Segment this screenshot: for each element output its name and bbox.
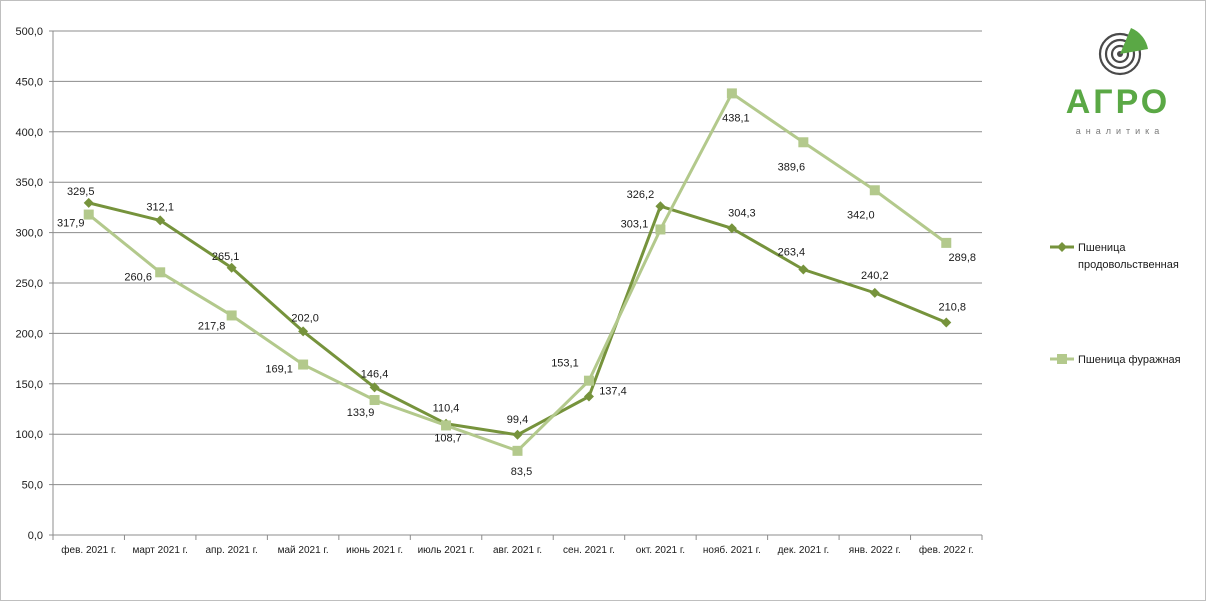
data-label: 217,8: [198, 320, 226, 332]
data-label: 133,9: [347, 407, 375, 419]
y-tick-label: 250,0: [15, 278, 43, 290]
y-tick-label: 100,0: [15, 429, 43, 441]
x-axis: фев. 2021 г. март 2021 г. апр. 2021 г. май …: [52, 535, 983, 556]
agro-analitika-logo: АГРО аналитика: [1066, 28, 1171, 136]
data-label: 326,2: [627, 189, 655, 201]
data-point-square: [441, 420, 452, 431]
data-point-diamond: [155, 215, 166, 226]
data-label: 289,8: [949, 252, 977, 264]
y-tick-label: 450,0: [15, 76, 43, 88]
data-point-square: [655, 224, 666, 235]
data-label: 304,3: [728, 207, 756, 219]
data-point-diamond: [941, 317, 952, 328]
x-tick-label: фев. 2021 г.: [61, 544, 116, 556]
y-tick-label: 0,0: [28, 530, 43, 542]
data-labels: 329,5 312,1 265,1 202,0 146,4 110,4 99,4 137,4 3…: [57, 112, 976, 477]
data-point-square: [83, 209, 94, 220]
grid-lines: [53, 30, 982, 536]
x-tick-label: дек. 2021 г.: [778, 545, 830, 556]
data-point-diamond: [798, 264, 809, 275]
data-label: 153,1: [551, 358, 579, 370]
data-label: 263,4: [778, 246, 806, 258]
y-tick-label: 500,0: [15, 26, 43, 38]
x-tick-label: окт. 2021 г.: [636, 545, 685, 556]
y-tick-label: 350,0: [15, 177, 43, 189]
legend-label: Пшеница: [1078, 242, 1126, 254]
x-tick-label: июль 2021 г.: [418, 545, 475, 556]
data-label: 137,4: [599, 386, 627, 398]
data-point-square: [726, 88, 737, 99]
data-point-diamond: [369, 382, 380, 393]
y-tick-label: 150,0: [15, 379, 43, 391]
data-label: 202,0: [291, 312, 319, 324]
data-point-diamond: [726, 223, 737, 234]
y-tick-label: 50,0: [22, 480, 43, 492]
data-label: 303,1: [621, 218, 649, 230]
data-label: 438,1: [722, 112, 750, 124]
data-label: 240,2: [861, 270, 889, 282]
y-tick-label: 400,0: [15, 127, 43, 139]
series-line-2: [87, 91, 948, 453]
x-tick-label: май 2021 г.: [278, 545, 329, 556]
data-point-square: [941, 237, 952, 248]
x-tick-label: апр. 2021 г.: [205, 545, 257, 556]
x-tick-label: фев. 2022 г.: [919, 544, 974, 556]
data-label: 146,4: [361, 368, 389, 380]
data-label: 312,1: [146, 201, 174, 213]
data-point-square: [869, 185, 880, 196]
data-point-square: [226, 310, 237, 321]
data-point-square: [512, 445, 523, 456]
legend: Пшеница продовольственная Пшеница фуражная: [1050, 242, 1181, 366]
data-label: 329,5: [67, 186, 95, 198]
data-label: 99,4: [507, 414, 528, 426]
data-label: 108,7: [434, 432, 462, 444]
series-line-1: [88, 201, 947, 437]
data-point-diamond: [869, 287, 880, 298]
logo-subtitle: аналитика: [1076, 126, 1165, 136]
data-point-diamond: [512, 429, 523, 440]
legend-marker-diamond: [1057, 242, 1067, 252]
legend-label: продовольственная: [1078, 259, 1179, 271]
legend-marker-square: [1057, 354, 1067, 364]
legend-label: Пшеница фуражная: [1078, 354, 1181, 366]
data-point-diamond: [298, 326, 309, 337]
data-point-square: [583, 375, 594, 386]
x-tick-label: сен. 2021 г.: [563, 545, 615, 556]
data-point-diamond: [226, 262, 237, 273]
data-label: 83,5: [511, 466, 532, 478]
x-tick-label: янв. 2022 г.: [849, 545, 901, 556]
data-label: 389,6: [778, 161, 806, 173]
series-group: [83, 88, 952, 456]
logo-title: АГРО: [1066, 83, 1171, 121]
x-tick-label: авг. 2021 г.: [493, 545, 542, 556]
x-tick-label: нояб. 2021 г.: [703, 544, 761, 556]
y-tick-label: 300,0: [15, 228, 43, 240]
x-tick-label: март 2021 г.: [133, 545, 188, 556]
x-tick-label: июнь 2021 г.: [346, 545, 403, 556]
y-tick-label: 200,0: [15, 328, 43, 340]
data-label: 110,4: [433, 403, 460, 415]
data-point-diamond: [655, 201, 666, 212]
data-point-square: [155, 267, 166, 278]
logo-emblem-icon: [1098, 28, 1148, 76]
y-axis: 0,0 50,0 100,0 150,0 200,0 250,0 300,0 350,0 400…: [15, 26, 54, 542]
data-label: 260,6: [124, 271, 152, 283]
data-label: 342,0: [847, 209, 875, 221]
data-label: 210,8: [939, 302, 967, 314]
data-label: 169,1: [265, 364, 293, 376]
data-label: 265,1: [212, 251, 240, 263]
data-point-diamond: [583, 391, 594, 402]
data-point-diamond: [83, 197, 94, 208]
data-point-square: [369, 395, 380, 406]
data-point-square: [798, 137, 809, 148]
data-point-square: [298, 359, 309, 370]
data-label: 317,9: [57, 218, 85, 230]
